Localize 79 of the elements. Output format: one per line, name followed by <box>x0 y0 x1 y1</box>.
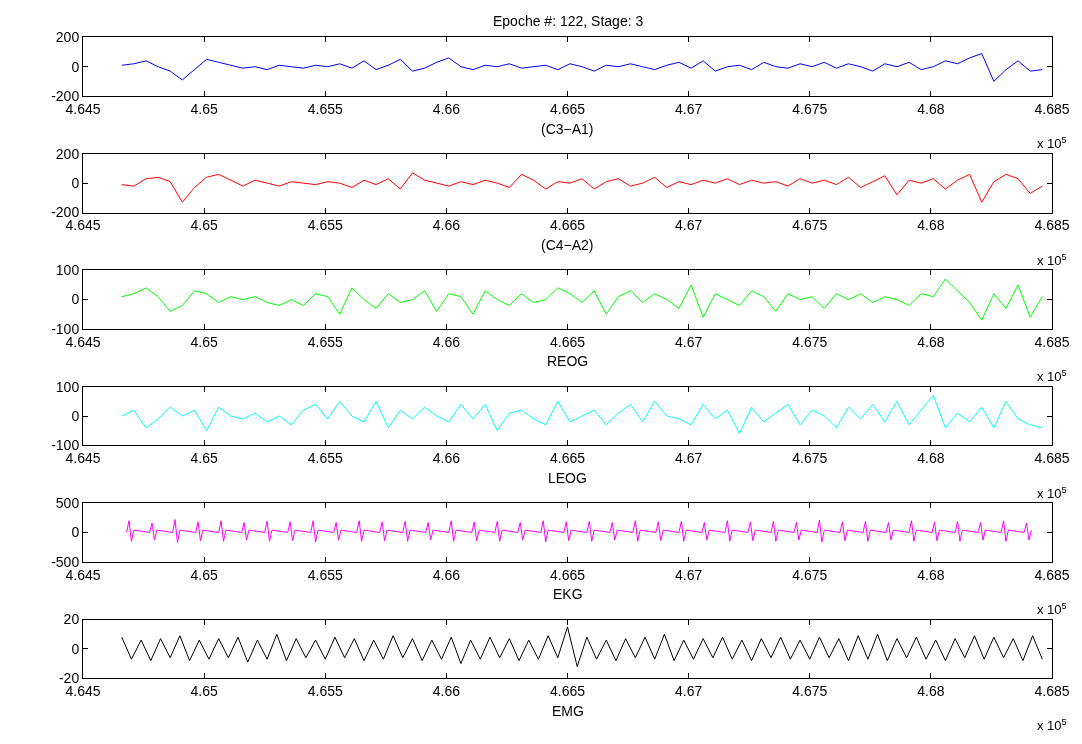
x-tick-label: 4.67 <box>675 566 703 583</box>
x-tick-label: 4.68 <box>917 450 945 467</box>
x-tick-label: 4.685 <box>1034 683 1070 700</box>
x-tick-label: 4.65 <box>190 683 218 700</box>
text: x 10$^{5}$ <box>1037 135 1067 152</box>
y-tick-label: 0 <box>71 175 80 192</box>
x-tick-label: 4.68 <box>917 217 945 234</box>
x-tick-label: 4.66 <box>432 100 461 117</box>
y-tick-label: 0 <box>71 640 80 657</box>
x-tick-label: 4.67 <box>675 217 703 234</box>
x-tick-label: 4.66 <box>432 333 461 350</box>
y-tick-label: 100 <box>55 262 80 279</box>
x-tick-label: 4.65 <box>190 450 218 467</box>
x-axis-title: EKG <box>553 586 583 602</box>
y-tick-label: 0 <box>71 58 80 75</box>
line-series <box>121 626 1043 668</box>
y-tick-label: 100 <box>55 378 80 395</box>
text: x 10$^{5}$ <box>1037 601 1067 618</box>
x-tick-label: 4.65 <box>190 333 218 350</box>
x-tick-label: 4.675 <box>792 333 828 350</box>
text: x 10$^{5}$ <box>1037 252 1067 269</box>
line-series <box>121 172 1043 203</box>
x-tick-label: 4.655 <box>307 333 343 350</box>
x-tick-label: 4.655 <box>307 450 343 467</box>
line-series <box>121 278 1043 321</box>
x-tick-label: 4.68 <box>917 100 945 117</box>
y-tick-label: 0 <box>71 524 80 541</box>
x-axis-title: LEOG <box>548 470 587 486</box>
x-tick-label: 4.665 <box>549 566 586 583</box>
x-tick-label: 4.68 <box>917 566 945 583</box>
x-tick-label: 4.655 <box>307 217 343 234</box>
x-tick-label: 4.65 <box>190 566 218 583</box>
y-tick-label: 200 <box>55 29 80 46</box>
x-tick-label: 4.68 <box>917 333 945 350</box>
x-tick-label: 4.655 <box>307 566 343 583</box>
chart-title: Epoche #: 122, Stage: 3 <box>493 13 644 29</box>
x-tick-label: 4.685 <box>1034 217 1070 234</box>
x-tick-label: 4.675 <box>792 450 828 467</box>
x-tick-label: 4.685 <box>1034 566 1070 583</box>
x-tick-label: 4.665 <box>549 217 586 234</box>
x-tick-label: 4.675 <box>792 683 828 700</box>
y-tick-label: 0 <box>71 291 80 308</box>
y-tick-label: 500 <box>55 495 80 512</box>
x-tick-label: 4.66 <box>432 217 461 234</box>
x-tick-label: 4.66 <box>432 450 461 467</box>
x-tick-label: 4.66 <box>432 683 461 700</box>
line-series <box>121 53 1043 82</box>
x-tick-label: 4.66 <box>432 566 461 583</box>
x-tick-label: 4.655 <box>307 683 343 700</box>
x-tick-label: 4.685 <box>1034 333 1070 350</box>
x-tick-label: 4.675 <box>792 217 828 234</box>
x-tick-label: 4.65 <box>190 100 218 117</box>
x-axis-title: EMG <box>552 703 584 719</box>
x-tick-label: 4.67 <box>675 333 703 350</box>
x-tick-label: 4.675 <box>792 566 828 583</box>
y-tick-label: 0 <box>71 407 80 424</box>
x-axis-title: (C4−A2) <box>541 237 594 253</box>
y-tick-label: 200 <box>55 145 80 162</box>
line-series <box>121 394 1043 435</box>
x-tick-label: 4.685 <box>1034 450 1070 467</box>
x-tick-label: 4.665 <box>549 683 586 700</box>
line-series <box>126 519 1032 543</box>
x-tick-label: 4.65 <box>190 217 218 234</box>
x-tick-label: 4.68 <box>917 683 945 700</box>
x-axis-title: (C3−A1) <box>541 121 594 137</box>
x-tick-label: 4.67 <box>675 683 703 700</box>
text: x 10$^{5}$ <box>1037 368 1067 385</box>
x-tick-label: 4.665 <box>549 100 586 117</box>
x-tick-label: 4.67 <box>675 450 703 467</box>
text: x 10$^{5}$ <box>1037 717 1067 734</box>
y-tick-label: 20 <box>63 611 80 628</box>
x-tick-label: 4.675 <box>792 100 828 117</box>
text: x 10$^{5}$ <box>1037 485 1067 502</box>
x-axis-title: REOG <box>547 353 589 369</box>
x-tick-label: 4.665 <box>549 450 586 467</box>
x-tick-label: 4.655 <box>307 100 343 117</box>
x-tick-label: 4.665 <box>549 333 586 350</box>
x-tick-label: 4.685 <box>1034 100 1070 117</box>
x-tick-label: 4.67 <box>675 100 703 117</box>
